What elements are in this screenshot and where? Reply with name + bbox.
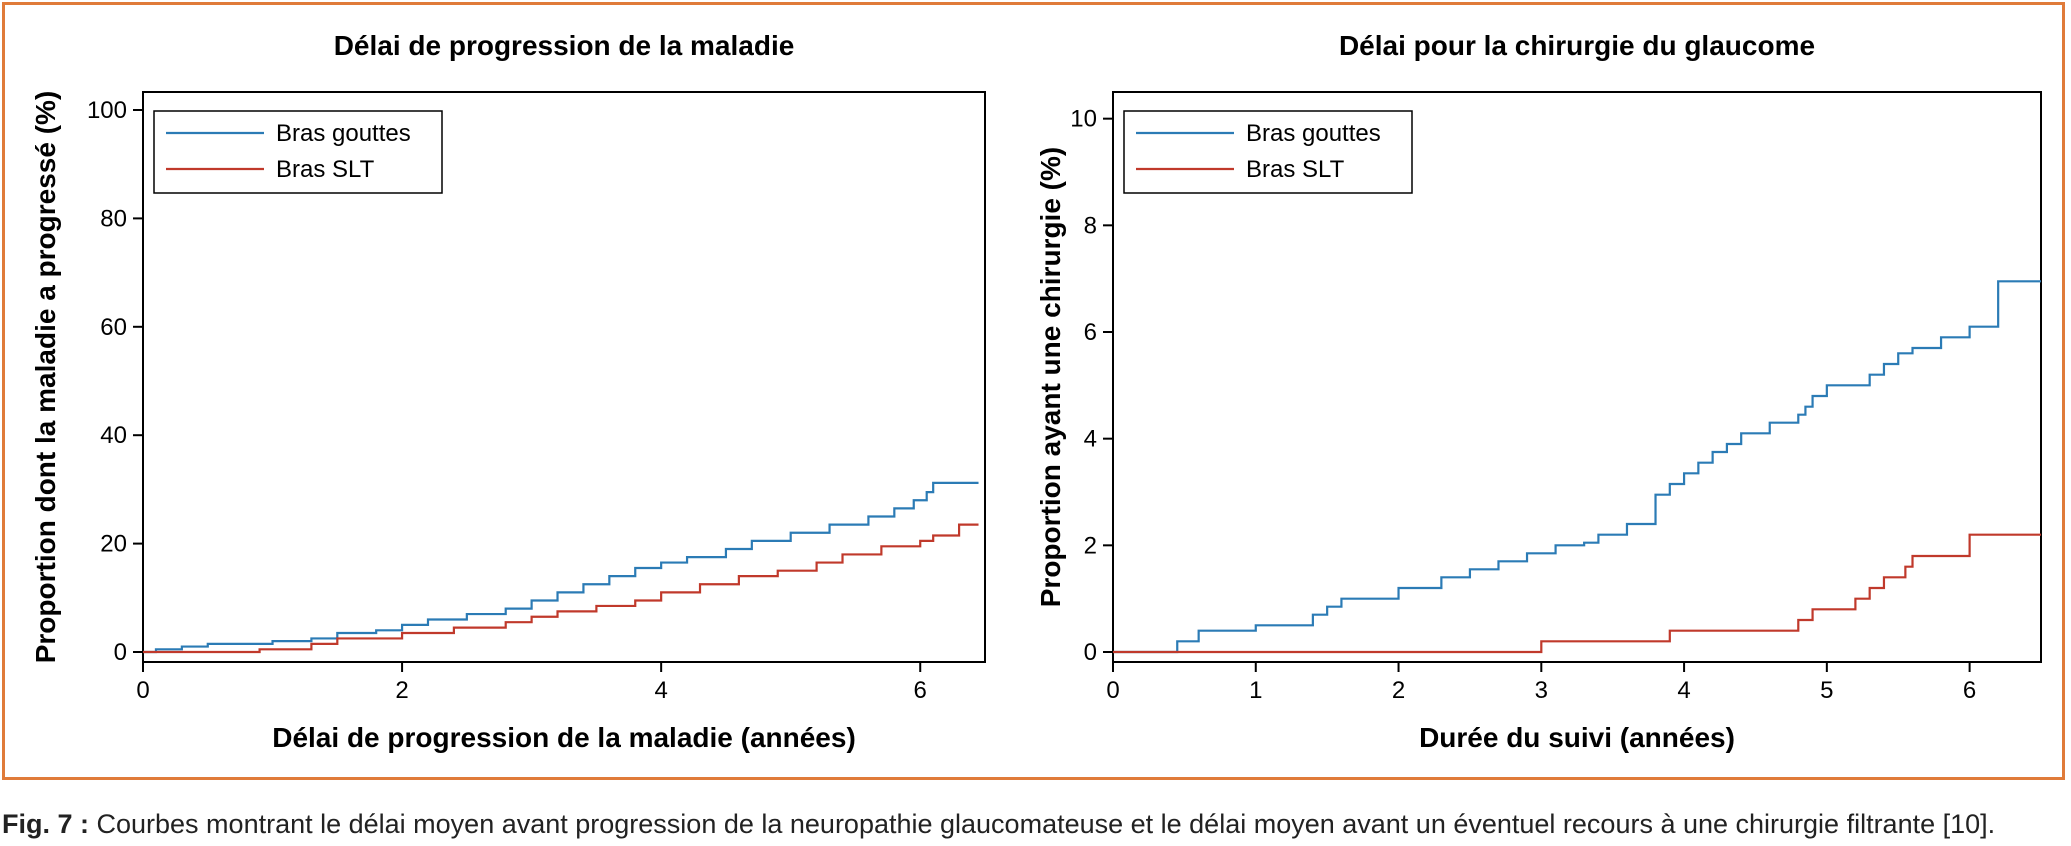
x-tick-label: 2 bbox=[1392, 677, 1405, 704]
x-tick-label: 0 bbox=[1106, 677, 1119, 704]
figure-caption: Fig. 7 : Courbes montrant le délai moyen… bbox=[2, 809, 1995, 840]
y-tick-label: 100 bbox=[87, 97, 127, 124]
x-tick-label: 2 bbox=[395, 677, 408, 704]
y-tick-label: 40 bbox=[100, 422, 127, 449]
y-tick-label: 0 bbox=[114, 639, 127, 666]
caption-label: Fig. 7 : bbox=[2, 809, 89, 839]
legend-label: Bras SLT bbox=[276, 156, 375, 183]
legend-label: Bras SLT bbox=[1246, 156, 1345, 183]
x-tick-label: 6 bbox=[1963, 677, 1976, 704]
legend-box bbox=[1123, 110, 1413, 194]
caption-text: Courbes montrant le délai moyen avant pr… bbox=[89, 809, 1996, 839]
y-tick-label: 4 bbox=[1084, 426, 1097, 453]
x-tick-label: 6 bbox=[914, 677, 927, 704]
y-tick-label: 20 bbox=[100, 531, 127, 558]
plot-frame bbox=[1112, 91, 2042, 663]
y-tick-label: 8 bbox=[1084, 212, 1097, 239]
x-tick-label: 4 bbox=[654, 677, 667, 704]
x-tick-label: 1 bbox=[1249, 677, 1262, 704]
figure-border bbox=[2, 2, 2065, 780]
legend-box bbox=[153, 110, 443, 194]
legend-label: Bras gouttes bbox=[276, 120, 411, 147]
x-axis-label: Durée du suivi (années) bbox=[1419, 722, 1735, 753]
x-tick-label: 4 bbox=[1677, 677, 1690, 704]
y-tick-label: 6 bbox=[1084, 319, 1097, 346]
series-line-gouttes bbox=[1113, 280, 2041, 654]
series-line-slt bbox=[143, 523, 979, 654]
x-tick-label: 3 bbox=[1535, 677, 1548, 704]
y-tick-label: 2 bbox=[1084, 532, 1097, 559]
y-tick-label: 0 bbox=[1084, 639, 1097, 666]
plot-frame bbox=[142, 91, 986, 663]
y-tick-label: 10 bbox=[1070, 106, 1097, 133]
y-axis-label: Proportion dont la maladie a progressé (… bbox=[30, 91, 61, 664]
chart-title: Délai pour la chirurgie du glaucome bbox=[1339, 30, 1815, 61]
chart-chirurgie: Délai pour la chirurgie du glaucome 0 1 2 3 4… bbox=[1035, 30, 2042, 753]
x-tick-label: 0 bbox=[136, 677, 149, 704]
x-tick-label: 5 bbox=[1820, 677, 1833, 704]
series-line-slt bbox=[1113, 533, 2041, 654]
y-tick-label: 80 bbox=[100, 205, 127, 232]
chart-title: Délai de progression de la maladie bbox=[334, 30, 795, 61]
x-axis-label: Délai de progression de la maladie (anné… bbox=[272, 722, 856, 753]
legend-label: Bras gouttes bbox=[1246, 120, 1381, 147]
y-tick-label: 60 bbox=[100, 314, 127, 341]
series-line-gouttes bbox=[143, 481, 979, 654]
y-axis-label: Proportion ayant une chirurgie (%) bbox=[1035, 147, 1066, 607]
